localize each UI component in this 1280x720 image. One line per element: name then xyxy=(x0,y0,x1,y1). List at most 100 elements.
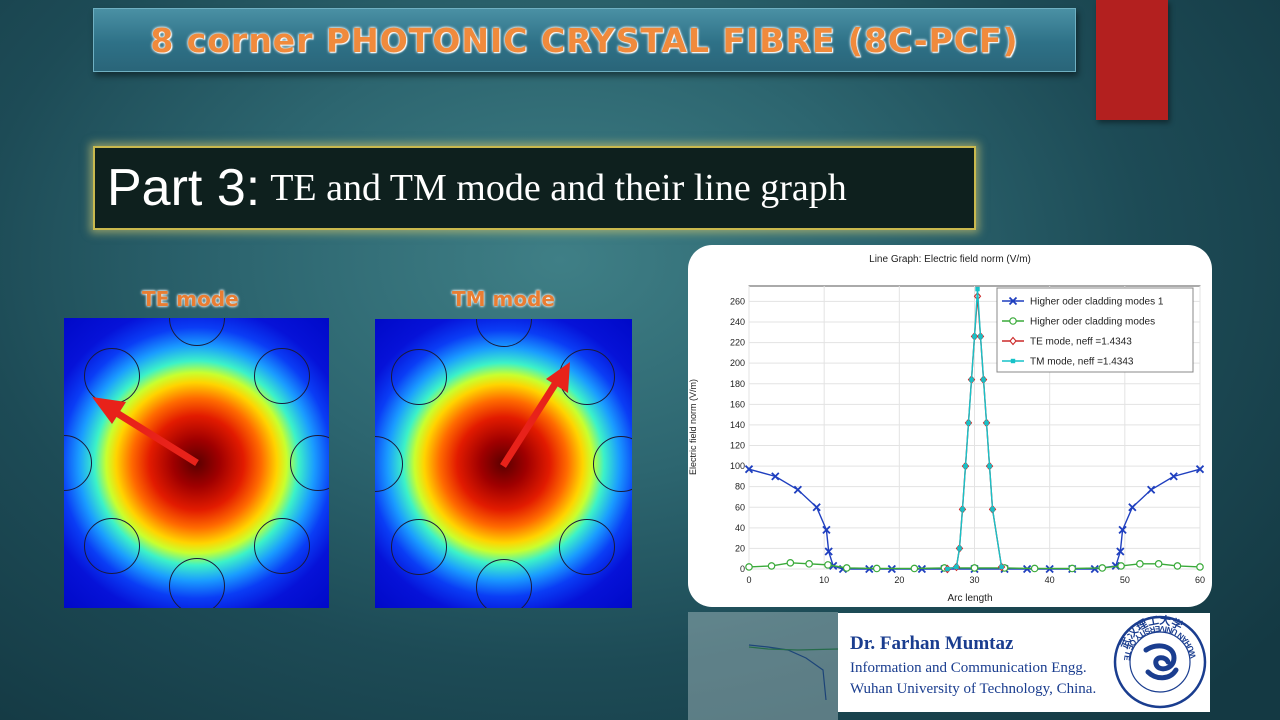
data-point xyxy=(824,561,832,569)
chart-title: Line Graph: Electric field norm (V/m) xyxy=(869,254,1031,265)
data-point xyxy=(1147,485,1156,494)
slide-title: 8 corner PHOTONIC CRYSTAL FIBRE (8C-PCF) xyxy=(150,20,1019,60)
marker-stroke xyxy=(1118,525,1127,535)
part-heading-box: Part 3: TE and TM mode and their line gr… xyxy=(93,146,976,230)
data-point xyxy=(824,547,833,556)
x-axis-label: Arc length xyxy=(947,593,992,604)
title-banner: 8 corner PHOTONIC CRYSTAL FIBRE (8C-PCF) xyxy=(93,8,1076,72)
y-tick-label: 240 xyxy=(730,317,745,327)
y-tick-label: 120 xyxy=(730,441,745,451)
data-point xyxy=(842,564,851,572)
data-point xyxy=(987,463,992,469)
data-point xyxy=(981,377,986,382)
data-point xyxy=(963,463,968,469)
y-tick-label: 140 xyxy=(730,420,745,430)
tm-mode-field-plot xyxy=(375,319,632,608)
author-name: Dr. Farhan Mumtaz xyxy=(850,633,1014,654)
y-axis-label: Electric field norm (V/m) xyxy=(688,379,698,475)
x-tick-label: 60 xyxy=(1195,575,1205,585)
x-tick-label: 0 xyxy=(746,575,751,585)
data-point xyxy=(812,503,821,512)
data-point xyxy=(1098,564,1107,572)
university-logo-icon: WUHAN UNIVERSITY OF TECHNOLOGY 武汉理工大学 xyxy=(1112,614,1207,709)
marker-stroke xyxy=(1116,547,1125,556)
data-point xyxy=(872,564,881,573)
tm-polarization-arrow xyxy=(500,362,570,468)
legend-swatch-marker xyxy=(1009,336,1017,346)
te-mode-field-plot xyxy=(64,318,329,608)
y-tick-label: 260 xyxy=(730,296,745,306)
data-point xyxy=(975,286,980,292)
data-point xyxy=(1116,547,1125,556)
line-graph-card: Line Graph: Electric field norm (V/m) 0 2… xyxy=(688,245,1212,607)
data-point xyxy=(1118,525,1127,535)
data-point xyxy=(960,507,965,512)
y-tick-label: 20 xyxy=(735,543,745,553)
te-mode-label: TE mode xyxy=(142,287,239,311)
data-point xyxy=(1195,465,1205,474)
data-point xyxy=(822,525,831,535)
data-point xyxy=(972,334,977,339)
x-axis-ticks: 0 10 20 30 40 50 60 xyxy=(746,575,1205,585)
legend-swatch-marker xyxy=(1008,296,1018,306)
marker-stroke xyxy=(1128,503,1137,512)
te-polarization-arrow xyxy=(92,397,199,466)
data-point xyxy=(978,334,983,339)
y-tick-label: 100 xyxy=(730,461,745,471)
marker-stroke xyxy=(793,485,802,494)
series-group xyxy=(744,286,1205,574)
y-tick-label: 200 xyxy=(730,358,745,368)
y-tick-label: 180 xyxy=(730,379,745,389)
marker-stroke xyxy=(1147,485,1156,494)
marker-stroke xyxy=(1090,564,1099,574)
tm-mode-label: TM mode xyxy=(452,287,555,311)
legend-entry: TE mode, neff =1.4343 xyxy=(1002,337,1132,348)
legend: Higher oder cladding modes 1 Higher oder … xyxy=(996,287,1194,373)
data-point xyxy=(970,564,979,572)
data-point xyxy=(767,562,776,570)
data-point xyxy=(1173,562,1182,570)
x-tick-label: 50 xyxy=(1120,575,1130,585)
air-hole xyxy=(476,559,532,608)
series-4 xyxy=(945,286,1004,572)
legend-entry: Higher oder cladding modes xyxy=(1002,317,1155,328)
author-signature-box: Dr. Farhan Mumtaz Information and Commun… xyxy=(838,613,1210,712)
data-point xyxy=(786,559,795,567)
part-description: TE and TM mode and their line graph xyxy=(270,167,847,209)
x-tick-label: 10 xyxy=(819,575,829,585)
legend-swatch-marker xyxy=(1009,317,1017,325)
legend-box xyxy=(996,287,1194,373)
data-point xyxy=(771,472,780,481)
data-point xyxy=(1068,564,1077,573)
red-accent-bar xyxy=(1096,0,1168,120)
air-hole xyxy=(254,518,310,574)
legend-swatch-marker xyxy=(1010,358,1016,364)
author-department: Information and Communication Engg. xyxy=(850,660,1087,676)
data-point xyxy=(1030,564,1039,573)
marker-stroke xyxy=(771,472,780,481)
marker-stroke xyxy=(1169,472,1178,481)
data-point xyxy=(1117,562,1125,570)
data-point xyxy=(999,564,1004,570)
y-tick-label: 160 xyxy=(730,399,745,409)
legend-label: TE mode, neff =1.4343 xyxy=(1030,337,1132,348)
y-tick-label: 60 xyxy=(735,502,745,512)
data-point xyxy=(1154,560,1163,568)
x-tick-label: 20 xyxy=(894,575,904,585)
data-point xyxy=(945,566,950,572)
author-university: Wuhan University of Technology, China. xyxy=(850,681,1097,697)
data-point xyxy=(1128,503,1137,512)
graph-reflection xyxy=(688,612,838,720)
data-point xyxy=(805,560,813,568)
marker-stroke xyxy=(1195,465,1205,474)
air-hole xyxy=(84,518,140,574)
y-tick-label: 0 xyxy=(740,564,745,574)
x-tick-label: 30 xyxy=(969,575,979,585)
line-graph: Line Graph: Electric field norm (V/m) 0 2… xyxy=(688,254,1205,604)
y-tick-label: 80 xyxy=(735,482,745,492)
marker-stroke xyxy=(812,503,821,512)
legend-label: Higher oder cladding modes xyxy=(1030,317,1155,328)
data-point xyxy=(793,485,802,494)
marker-stroke xyxy=(824,547,833,556)
air-hole xyxy=(391,349,447,405)
